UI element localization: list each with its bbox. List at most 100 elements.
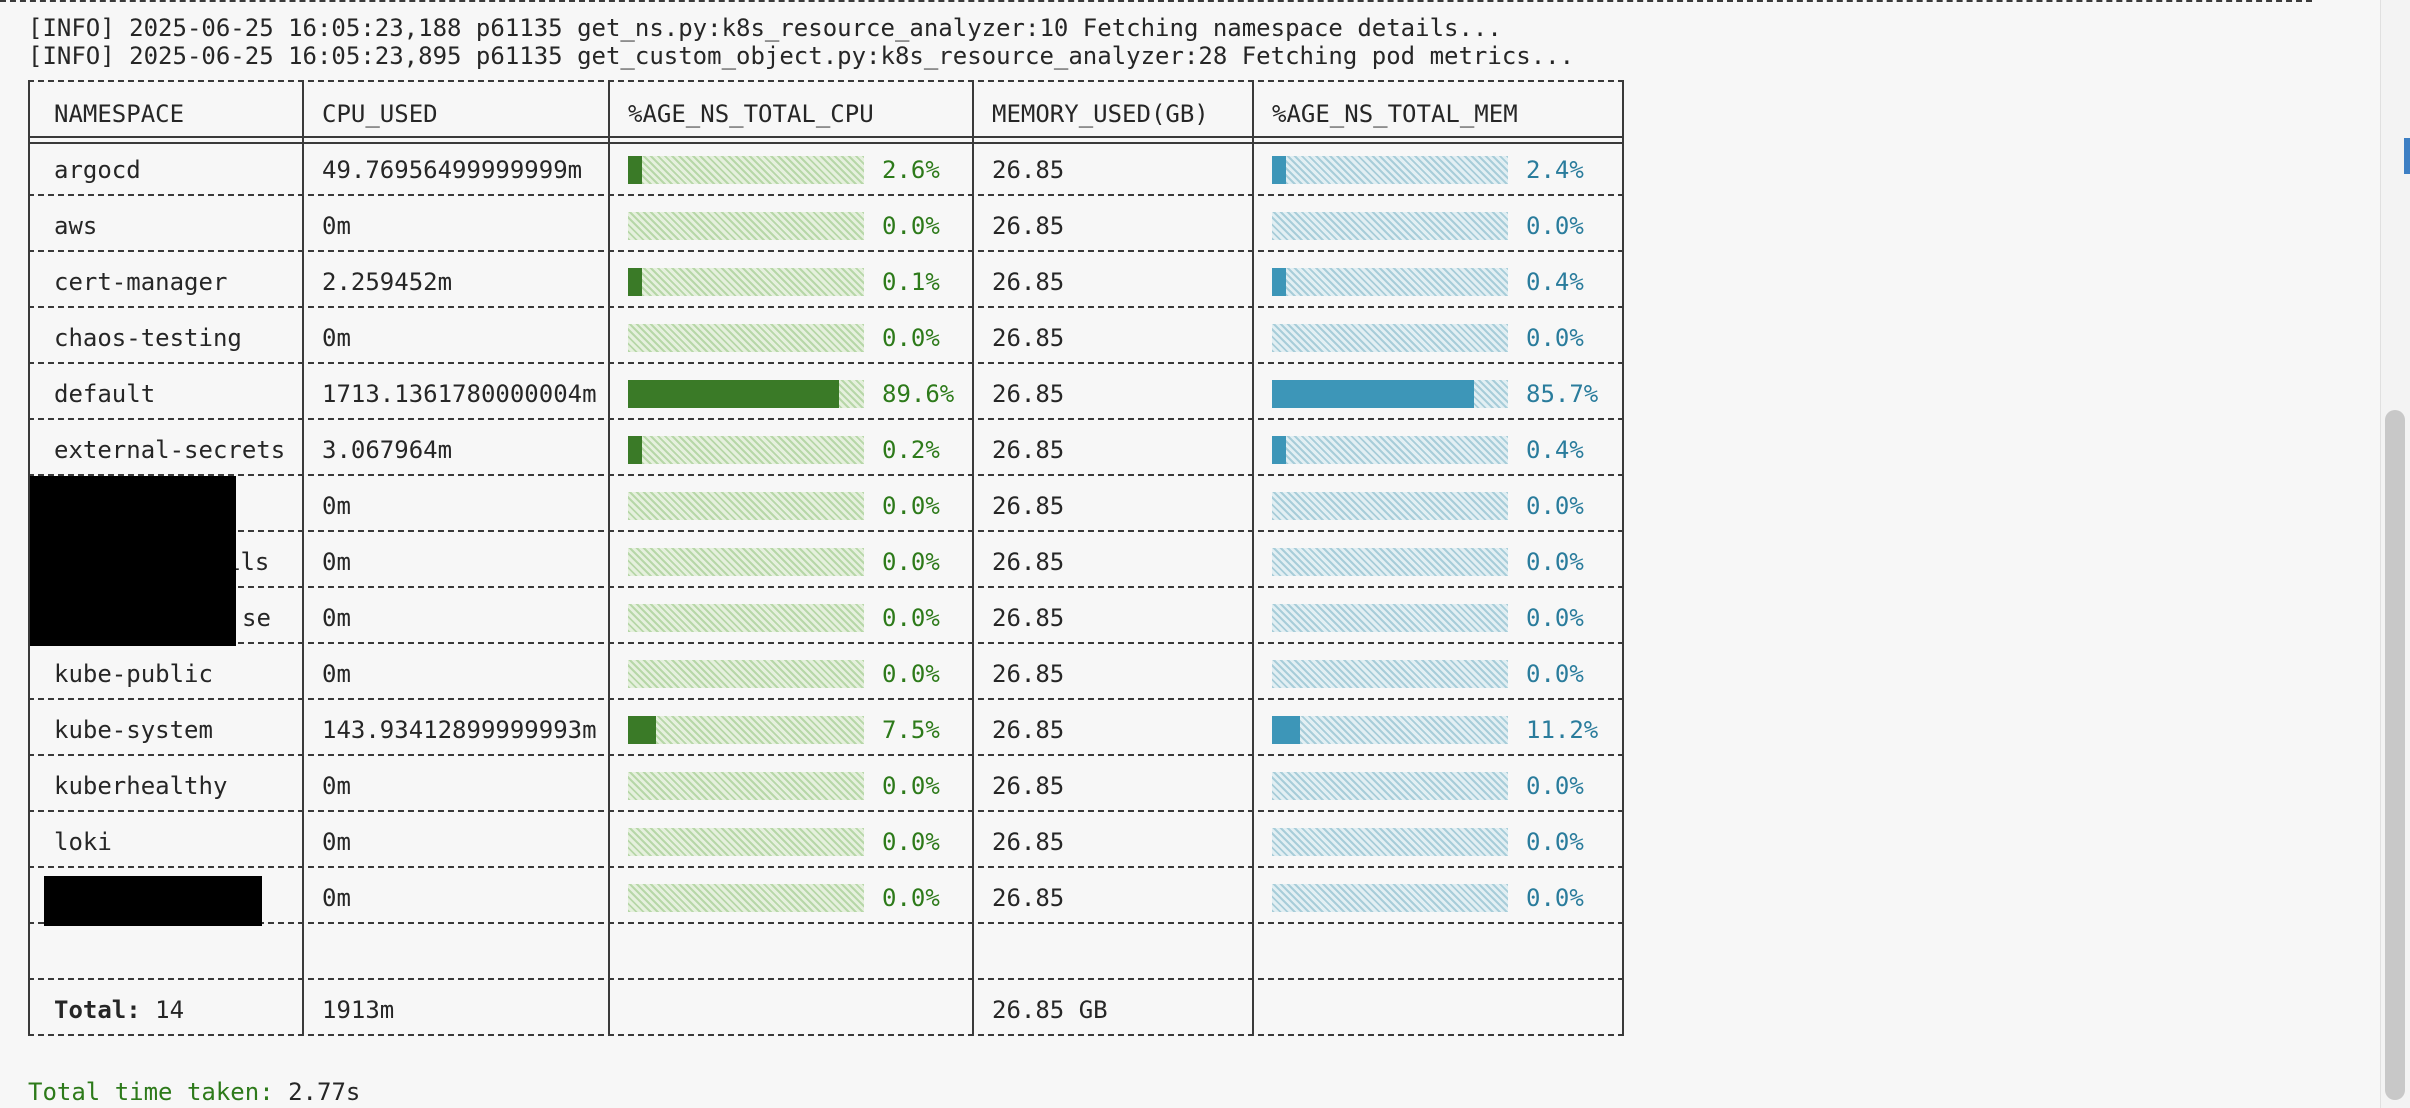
mem-percent-bar	[1272, 828, 1508, 856]
cpu-percent-value: 0.0%	[882, 772, 940, 800]
mem-percent-value: 0.0%	[1526, 772, 1584, 800]
namespace-cell: argocd	[54, 156, 141, 184]
mem-percent-bar	[1272, 716, 1508, 744]
cpu-used-cell: 0m	[322, 212, 351, 240]
total-label: Total:	[54, 996, 141, 1024]
scrollbar-thumb[interactable]	[2385, 410, 2405, 1100]
row-separator	[28, 1034, 1624, 1036]
row-separator	[28, 866, 1624, 868]
row-separator	[28, 698, 1624, 700]
memory-used-cell: 26.85	[992, 772, 1065, 800]
cpu-percent-bar-fill	[628, 436, 642, 464]
column-header: CPU_USED	[322, 100, 438, 128]
mem-percent-bar	[1272, 548, 1508, 576]
mem-percent-bar	[1272, 772, 1508, 800]
mem-percent-bar	[1272, 268, 1508, 296]
memory-used-cell: 26.85	[992, 156, 1065, 184]
memory-used-cell: 26.85	[992, 716, 1065, 744]
column-header: MEMORY_USED(GB)	[992, 100, 1209, 128]
log-line: [INFO] 2025-06-25 16:05:23,188 p61135 ge…	[28, 14, 1502, 42]
top-divider	[0, 0, 2312, 2]
cpu-used-cell: 0m	[322, 604, 351, 632]
log-line: [INFO] 2025-06-25 16:05:23,895 p61135 ge…	[28, 42, 1575, 70]
total-cpu-cell: 1913m	[322, 996, 395, 1024]
cpu-percent-bar	[628, 716, 864, 744]
cpu-percent-value: 0.0%	[882, 212, 940, 240]
cpu-percent-value: 0.0%	[882, 548, 940, 576]
mem-percent-value: 0.0%	[1526, 828, 1584, 856]
mem-percent-value: 0.0%	[1526, 324, 1584, 352]
cpu-percent-bar	[628, 660, 864, 688]
row-separator	[28, 642, 1624, 644]
column-separator	[972, 80, 974, 1034]
namespace-cell: se	[242, 604, 271, 632]
total-memory-cell: 26.85 GB	[992, 996, 1108, 1024]
memory-used-cell: 26.85	[992, 828, 1065, 856]
mem-percent-value: 0.0%	[1526, 604, 1584, 632]
memory-used-cell: 26.85	[992, 380, 1065, 408]
cpu-percent-value: 0.2%	[882, 436, 940, 464]
row-separator	[28, 922, 1624, 924]
mem-percent-bar	[1272, 324, 1508, 352]
namespace-cell: kube-system	[54, 716, 213, 744]
cpu-used-cell: 0m	[322, 828, 351, 856]
row-separator	[28, 530, 1624, 532]
row-separator	[28, 978, 1624, 980]
cpu-percent-bar	[628, 436, 864, 464]
mem-percent-bar-fill	[1272, 716, 1300, 744]
total-label-cell: Total: 14	[54, 982, 184, 1038]
namespace-cell: aws	[54, 212, 98, 240]
mem-percent-bar	[1272, 660, 1508, 688]
cpu-used-cell: 1713.1361780000004m	[322, 380, 597, 408]
mem-percent-value: 85.7%	[1526, 380, 1599, 408]
row-separator	[28, 250, 1624, 252]
scroll-marker	[2404, 138, 2410, 174]
cpu-percent-bar	[628, 324, 864, 352]
row-separator	[28, 810, 1624, 812]
namespace-cell: kube-public	[54, 660, 213, 688]
mem-percent-value: 0.0%	[1526, 492, 1584, 520]
total-count: 14	[155, 996, 185, 1024]
cpu-percent-value: 0.1%	[882, 268, 940, 296]
column-separator	[1622, 80, 1624, 1034]
memory-used-cell: 26.85	[992, 436, 1065, 464]
column-separator	[608, 80, 610, 1034]
cpu-percent-value: 0.0%	[882, 324, 940, 352]
cpu-used-cell: 143.93412899999993m	[322, 716, 597, 744]
cpu-percent-value: 89.6%	[882, 380, 955, 408]
memory-used-cell: 26.85	[992, 604, 1065, 632]
namespace-cell: kuberhealthy	[54, 772, 228, 800]
column-separator	[28, 80, 30, 1034]
cpu-percent-bar	[628, 492, 864, 520]
mem-percent-bar-fill	[1272, 380, 1474, 408]
memory-used-cell: 26.85	[992, 548, 1065, 576]
row-separator	[28, 362, 1624, 364]
memory-used-cell: 26.85	[992, 492, 1065, 520]
mem-percent-bar-fill	[1272, 436, 1286, 464]
cpu-percent-value: 0.0%	[882, 884, 940, 912]
cpu-used-cell: 2.259452m	[322, 268, 453, 296]
mem-percent-value: 0.0%	[1526, 548, 1584, 576]
header-separator	[28, 136, 1624, 144]
row-separator	[28, 586, 1624, 588]
cpu-used-cell: 49.76956499999999m	[322, 156, 583, 184]
row-separator	[28, 418, 1624, 420]
column-separator	[302, 80, 304, 1034]
mem-percent-bar	[1272, 380, 1508, 408]
total-time-label: Total time taken:	[28, 1078, 274, 1106]
cpu-percent-value: 0.0%	[882, 828, 940, 856]
cpu-percent-value: 7.5%	[882, 716, 940, 744]
total-time: Total time taken: 2.77s	[28, 1076, 360, 1108]
cpu-percent-bar	[628, 156, 864, 184]
redacted-block	[44, 876, 262, 926]
mem-percent-value: 11.2%	[1526, 716, 1599, 744]
mem-percent-value: 0.0%	[1526, 660, 1584, 688]
row-separator	[28, 306, 1624, 308]
mem-percent-bar-fill	[1272, 156, 1286, 184]
cpu-used-cell: 0m	[322, 548, 351, 576]
cpu-percent-bar	[628, 268, 864, 296]
scrollbar[interactable]	[2380, 0, 2410, 1108]
column-header: %AGE_NS_TOTAL_CPU	[628, 100, 874, 128]
redacted-block	[30, 476, 236, 646]
row-separator	[28, 754, 1624, 756]
